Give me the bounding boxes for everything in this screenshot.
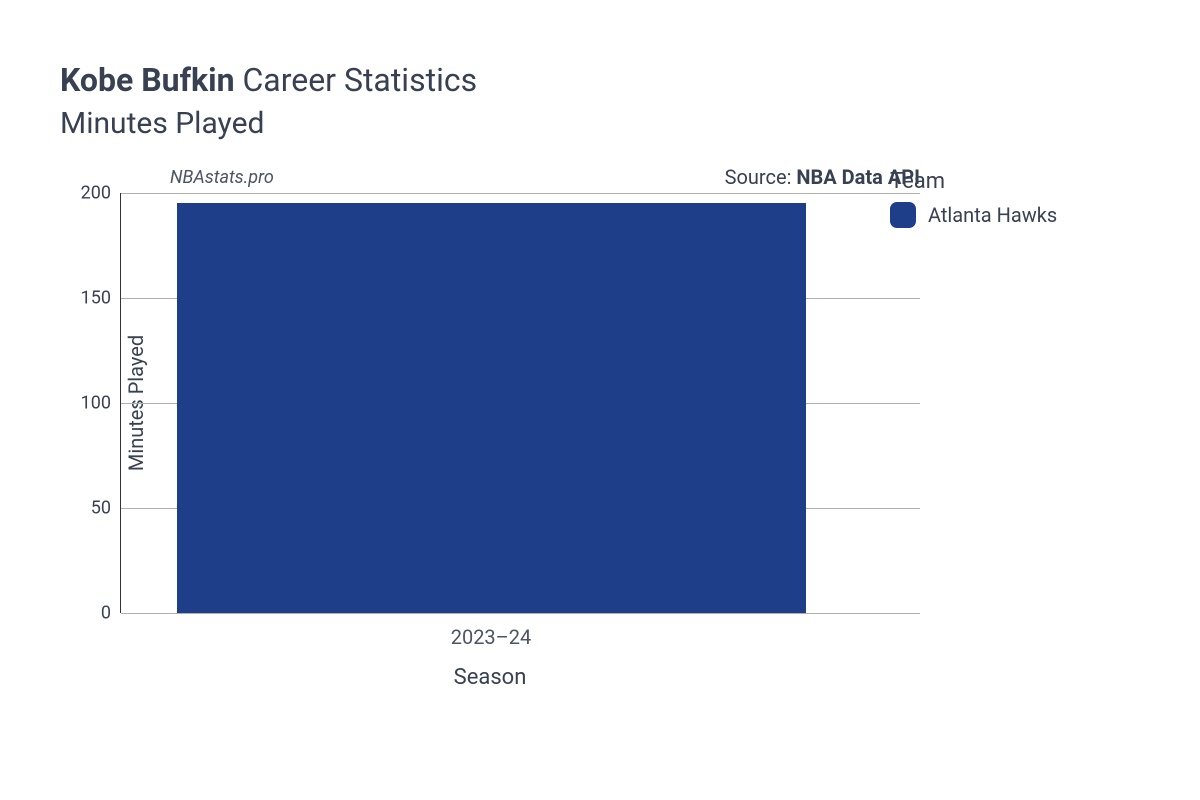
ytick-label: 0 <box>101 602 121 623</box>
plot-inner: 0501001502002023–24 <box>120 193 860 613</box>
title-block: Kobe Bufkin Career Statistics Minutes Pl… <box>60 60 1160 143</box>
chart-title: Kobe Bufkin Career Statistics <box>60 60 1160 102</box>
gridline <box>121 193 920 194</box>
plot-area: Minutes Played NBAstats.pro Source: NBA … <box>120 193 860 613</box>
legend-swatch <box>890 202 916 228</box>
bar <box>177 203 806 613</box>
source-label: Source: NBA Data API <box>725 165 920 189</box>
title-player-name: Kobe Bufkin <box>60 61 235 99</box>
title-suffix: Career Statistics <box>242 61 477 99</box>
x-axis-title: Season <box>454 613 527 690</box>
watermark-label: NBAstats.pro <box>170 167 274 188</box>
ytick-label: 150 <box>81 287 121 308</box>
chart-wrap: Minutes Played NBAstats.pro Source: NBA … <box>60 163 1160 613</box>
legend-item-label: Atlanta Hawks <box>928 203 1057 227</box>
ytick-label: 200 <box>81 182 121 203</box>
chart-subtitle: Minutes Played <box>60 104 1160 143</box>
chart-container: Kobe Bufkin Career Statistics Minutes Pl… <box>0 0 1200 800</box>
source-prefix: Source: <box>725 165 792 189</box>
ytick-label: 50 <box>91 497 121 518</box>
source-name: NBA Data API <box>796 165 920 189</box>
legend-item: Atlanta Hawks <box>890 202 1057 228</box>
ytick-label: 100 <box>81 392 121 413</box>
